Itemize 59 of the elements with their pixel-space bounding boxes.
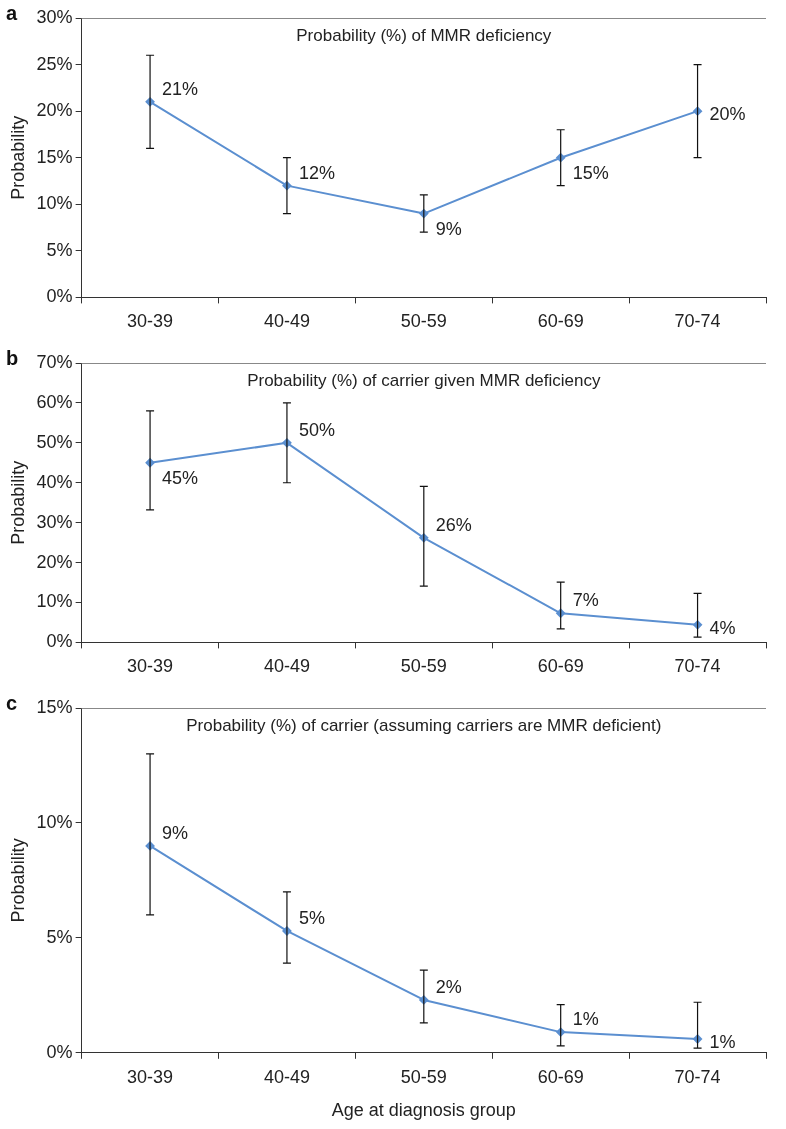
y-tick-label: 10% bbox=[36, 811, 73, 832]
x-axis-title: Age at diagnosis group bbox=[331, 1100, 516, 1121]
data-label: 5% bbox=[298, 907, 325, 928]
x-tick-label: 50-59 bbox=[400, 311, 447, 332]
text: c bbox=[6, 691, 18, 714]
text: Probability (%) of carrier (assuming carriers are MMR deficient) bbox=[186, 716, 662, 736]
y-tick-label: 10% bbox=[36, 193, 73, 214]
text: b bbox=[6, 346, 19, 369]
y-tick-label: 30% bbox=[36, 6, 73, 27]
y-tick-label: 30% bbox=[36, 511, 73, 532]
data-label: 1% bbox=[709, 1031, 736, 1052]
x-tick-label: 60-69 bbox=[537, 1066, 584, 1087]
y-tick-label: 0% bbox=[46, 1041, 73, 1062]
y-tick-label: 15% bbox=[36, 146, 73, 167]
x-tick-label: 40-49 bbox=[263, 1066, 310, 1087]
text: a bbox=[6, 1, 18, 24]
data-label: 12% bbox=[298, 162, 335, 183]
x-tick-label: 70-74 bbox=[674, 1066, 721, 1087]
text: Probability (%) of MMR deficiency bbox=[296, 26, 552, 46]
data-label: 21% bbox=[162, 78, 199, 99]
y-tick-label: 20% bbox=[36, 100, 73, 121]
x-tick-label: 60-69 bbox=[537, 656, 584, 677]
x-tick-label: 40-49 bbox=[263, 656, 310, 677]
x-tick-label: 40-49 bbox=[263, 311, 310, 332]
data-label: 2% bbox=[435, 976, 462, 997]
x-tick-label: 70-74 bbox=[674, 656, 721, 677]
text: Probability (%) of carrier given MMR deficiency bbox=[247, 371, 601, 391]
x-tick-label: 50-59 bbox=[400, 656, 447, 677]
y-tick-label: 40% bbox=[36, 471, 73, 492]
data-label: 15% bbox=[572, 162, 609, 183]
data-label: 1% bbox=[572, 1009, 599, 1030]
y-axis-title: Probability bbox=[7, 460, 28, 545]
data-label: 50% bbox=[298, 419, 335, 440]
y-tick-label: 0% bbox=[46, 286, 73, 307]
y-tick-label: 0% bbox=[46, 631, 73, 652]
x-tick-label: 30-39 bbox=[127, 1066, 174, 1087]
y-tick-label: 20% bbox=[36, 551, 73, 572]
y-tick-label: 5% bbox=[46, 239, 73, 260]
y-tick-label: 60% bbox=[36, 391, 73, 412]
x-tick-label: 50-59 bbox=[400, 1066, 447, 1087]
x-tick-label: 60-69 bbox=[537, 311, 584, 332]
y-axis-title: Probability bbox=[7, 838, 28, 923]
data-label: 9% bbox=[435, 218, 462, 239]
x-tick-label: 70-74 bbox=[674, 311, 721, 332]
data-label: 45% bbox=[162, 467, 199, 488]
y-axis-title: Probability bbox=[7, 115, 28, 200]
x-tick-label: 30-39 bbox=[127, 311, 174, 332]
y-tick-label: 5% bbox=[46, 926, 73, 947]
data-label: 4% bbox=[709, 617, 736, 638]
data-label: 9% bbox=[162, 822, 189, 843]
y-tick-label: 70% bbox=[36, 351, 73, 372]
y-tick-label: 25% bbox=[36, 53, 73, 74]
x-tick-label: 30-39 bbox=[127, 656, 174, 677]
data-label: 20% bbox=[709, 104, 746, 125]
y-tick-label: 50% bbox=[36, 431, 73, 452]
y-tick-label: 10% bbox=[36, 591, 73, 612]
data-label: 7% bbox=[572, 590, 599, 611]
data-label: 26% bbox=[435, 514, 472, 535]
y-tick-label: 15% bbox=[36, 696, 73, 717]
